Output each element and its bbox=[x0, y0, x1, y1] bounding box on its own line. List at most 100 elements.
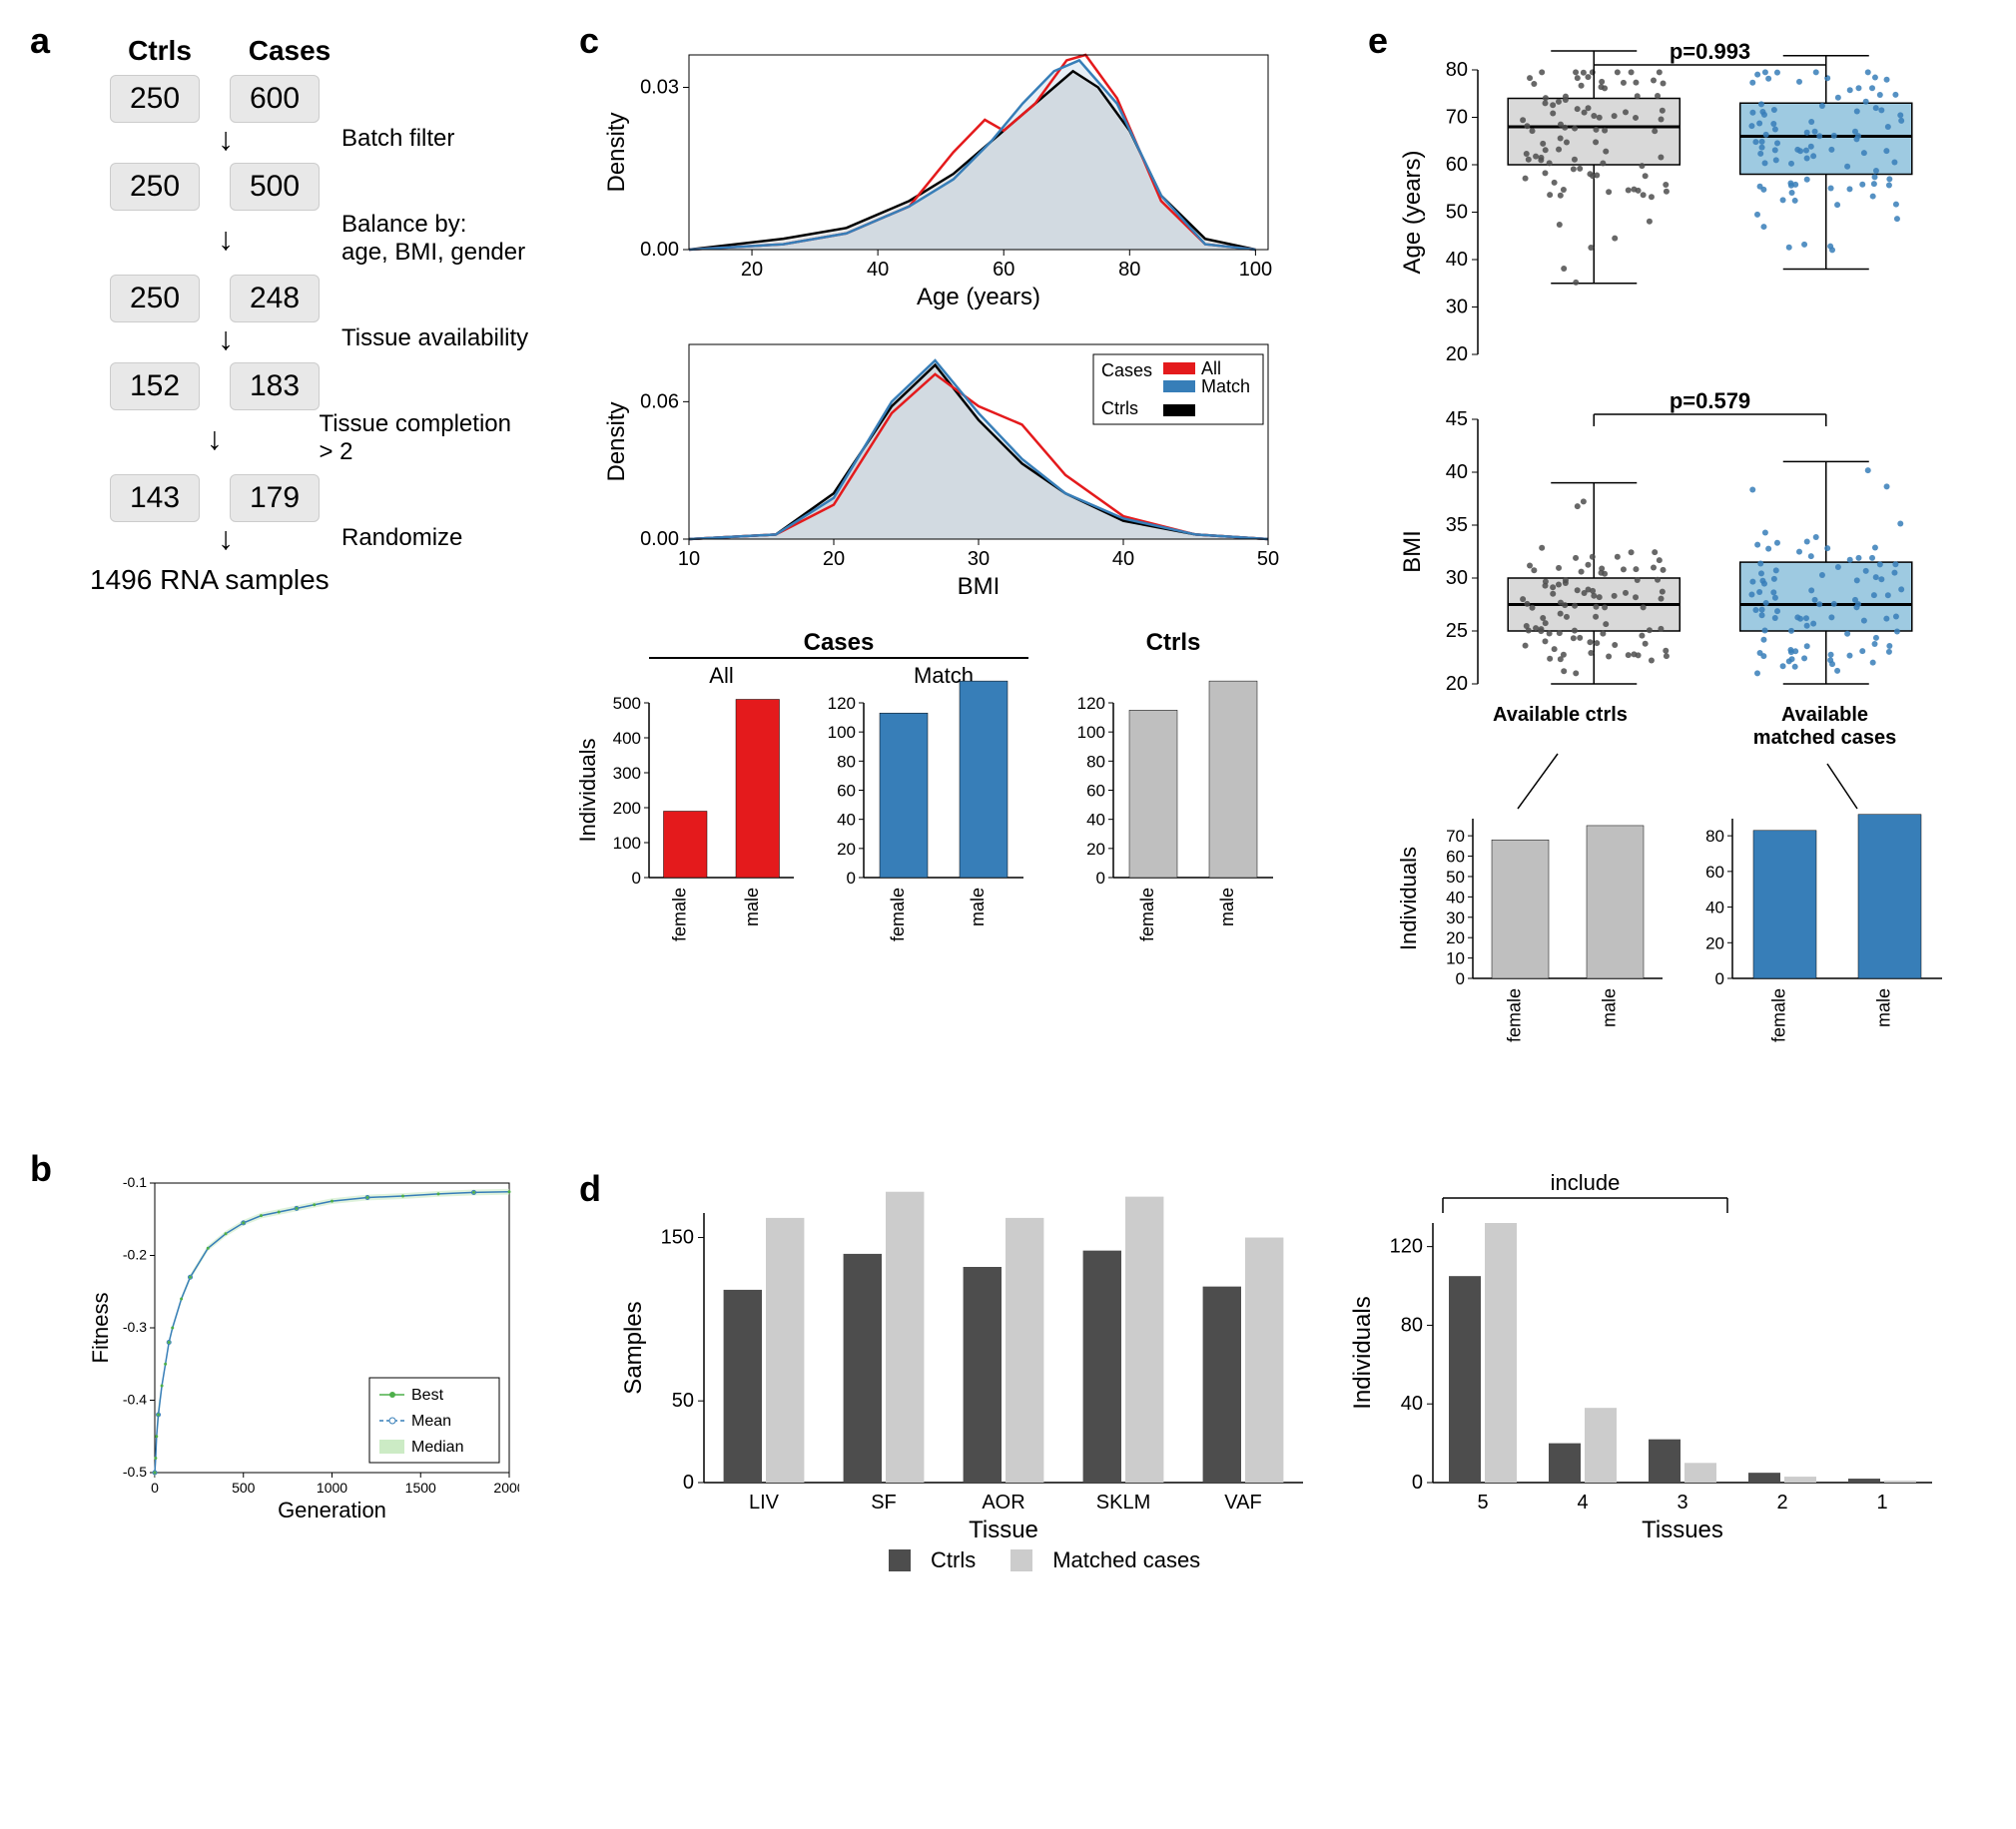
svg-text:40: 40 bbox=[1112, 548, 1134, 570]
flow-ctrls-2: 250 bbox=[110, 275, 200, 322]
svg-text:Density: Density bbox=[603, 112, 630, 192]
svg-text:male: male bbox=[1600, 988, 1620, 1027]
svg-text:100: 100 bbox=[1239, 259, 1272, 281]
svg-text:0.00: 0.00 bbox=[640, 239, 679, 261]
flow-step-1: Balance by: age, BMI, gender bbox=[341, 211, 525, 267]
label-available-cases: Available matched cases bbox=[1692, 704, 1957, 750]
svg-text:LIV: LIV bbox=[749, 1492, 780, 1514]
label-available-ctrls: Available ctrls bbox=[1428, 704, 1692, 750]
panel-c-label: c bbox=[579, 20, 599, 62]
svg-text:80: 80 bbox=[1086, 752, 1105, 771]
svg-text:0: 0 bbox=[1715, 969, 1724, 988]
svg-text:40: 40 bbox=[1705, 899, 1724, 917]
flow-ctrls-0: 250 bbox=[110, 75, 200, 123]
svg-text:Age (years): Age (years) bbox=[1399, 150, 1426, 274]
svg-text:female: female bbox=[669, 888, 689, 941]
svg-text:60: 60 bbox=[1446, 848, 1465, 867]
svg-text:-0.5: -0.5 bbox=[123, 1464, 147, 1480]
svg-text:30: 30 bbox=[1446, 909, 1465, 927]
svg-text:Best: Best bbox=[411, 1387, 444, 1404]
svg-text:Mean: Mean bbox=[411, 1413, 451, 1430]
flow-step-0: Batch filter bbox=[341, 125, 454, 153]
svg-text:male: male bbox=[742, 888, 762, 926]
svg-text:400: 400 bbox=[613, 729, 641, 748]
svg-text:100: 100 bbox=[828, 723, 856, 742]
svg-text:2: 2 bbox=[1776, 1492, 1787, 1514]
panel-a-flowchart: Ctrls Cases 250 600↓ Batch filter250 500… bbox=[90, 35, 529, 596]
svg-text:Ctrls: Ctrls bbox=[1101, 398, 1138, 418]
svg-text:100: 100 bbox=[613, 834, 641, 853]
flow-ctrls-1: 250 bbox=[110, 163, 200, 211]
panel-e-bmi-box: 202530354045p=0.579BMI bbox=[1398, 379, 1957, 704]
svg-text:25: 25 bbox=[1446, 620, 1468, 642]
flow-step-4: Randomize bbox=[341, 524, 462, 552]
svg-text:Fitness: Fitness bbox=[90, 1293, 113, 1364]
svg-text:40: 40 bbox=[1086, 811, 1105, 830]
flow-cases-1: 500 bbox=[230, 163, 320, 211]
svg-text:SKLM: SKLM bbox=[1096, 1492, 1150, 1514]
svg-text:200: 200 bbox=[613, 799, 641, 818]
panel-d-tissues-chart: 0408012054321TissuesIndividualsinclude bbox=[1348, 1168, 1947, 1562]
panel-e-bars: 010203040506070femalemaleIndividuals 020… bbox=[1398, 809, 1957, 1068]
svg-text:30: 30 bbox=[1446, 297, 1468, 318]
svg-text:80: 80 bbox=[837, 752, 856, 771]
panel-e-age-box: 20304050607080p=0.993Age (years) bbox=[1398, 30, 1957, 374]
svg-text:60: 60 bbox=[1705, 863, 1724, 882]
svg-text:Individuals: Individuals bbox=[1349, 1296, 1376, 1409]
flow-step-3: Tissue completion > 2 bbox=[319, 410, 529, 466]
svg-text:150: 150 bbox=[661, 1227, 694, 1249]
svg-text:0: 0 bbox=[632, 869, 641, 888]
svg-text:20: 20 bbox=[1446, 343, 1468, 365]
svg-text:80: 80 bbox=[1118, 259, 1140, 281]
svg-text:50: 50 bbox=[1257, 548, 1279, 570]
svg-text:50: 50 bbox=[672, 1390, 694, 1412]
svg-text:300: 300 bbox=[613, 764, 641, 783]
svg-text:80: 80 bbox=[1705, 827, 1724, 846]
flow-header-ctrls: Ctrls bbox=[110, 35, 210, 67]
svg-text:Tissues: Tissues bbox=[1642, 1517, 1723, 1543]
svg-text:Generation: Generation bbox=[278, 1498, 386, 1523]
svg-text:Cases: Cases bbox=[1101, 360, 1152, 380]
svg-text:-0.1: -0.1 bbox=[123, 1174, 147, 1190]
svg-text:female: female bbox=[1137, 888, 1157, 941]
flow-cases-4: 179 bbox=[230, 474, 320, 522]
legend-matched-cases: Matched cases bbox=[1052, 1547, 1200, 1573]
svg-text:0.06: 0.06 bbox=[640, 390, 679, 412]
svg-text:female: female bbox=[1505, 988, 1525, 1042]
svg-text:40: 40 bbox=[1446, 461, 1468, 483]
legend-ctrls: Ctrls bbox=[931, 1547, 976, 1573]
flow-ctrls-3: 152 bbox=[110, 362, 200, 410]
svg-text:60: 60 bbox=[1446, 154, 1468, 176]
figure-root: a Ctrls Cases 250 600↓ Batch filter250 5… bbox=[20, 20, 1996, 1809]
svg-text:50: 50 bbox=[1446, 868, 1465, 887]
svg-text:SF: SF bbox=[871, 1492, 897, 1514]
svg-text:Median: Median bbox=[411, 1439, 463, 1456]
panel-b-label: b bbox=[30, 1148, 52, 1190]
svg-text:60: 60 bbox=[837, 782, 856, 801]
svg-text:3: 3 bbox=[1677, 1492, 1687, 1514]
svg-text:-0.3: -0.3 bbox=[123, 1319, 147, 1335]
svg-text:0: 0 bbox=[847, 869, 856, 888]
svg-text:4: 4 bbox=[1577, 1492, 1588, 1514]
svg-text:40: 40 bbox=[1446, 888, 1465, 907]
svg-text:80: 80 bbox=[1446, 59, 1468, 81]
svg-text:1000: 1000 bbox=[317, 1480, 347, 1496]
svg-text:50: 50 bbox=[1446, 202, 1468, 224]
svg-text:20: 20 bbox=[1446, 928, 1465, 947]
svg-text:0: 0 bbox=[1456, 969, 1465, 988]
svg-text:Tissue: Tissue bbox=[969, 1517, 1038, 1543]
panel-e-label: e bbox=[1368, 20, 1388, 62]
flow-header-cases: Cases bbox=[240, 35, 339, 67]
svg-text:-0.4: -0.4 bbox=[123, 1392, 147, 1408]
flow-cases-2: 248 bbox=[230, 275, 320, 322]
svg-text:5: 5 bbox=[1477, 1492, 1488, 1514]
svg-text:Age (years): Age (years) bbox=[917, 284, 1040, 310]
svg-text:1: 1 bbox=[1876, 1492, 1887, 1514]
flow-ctrls-4: 143 bbox=[110, 474, 200, 522]
svg-text:40: 40 bbox=[1401, 1393, 1423, 1415]
panel-c-bars: Cases All0100200300400500femalemaleIndiv… bbox=[579, 629, 1298, 977]
bars-cases-title: Cases bbox=[649, 629, 1028, 659]
svg-text:20: 20 bbox=[823, 548, 845, 570]
svg-text:BMI: BMI bbox=[958, 573, 1001, 600]
svg-text:Individuals: Individuals bbox=[579, 739, 600, 843]
